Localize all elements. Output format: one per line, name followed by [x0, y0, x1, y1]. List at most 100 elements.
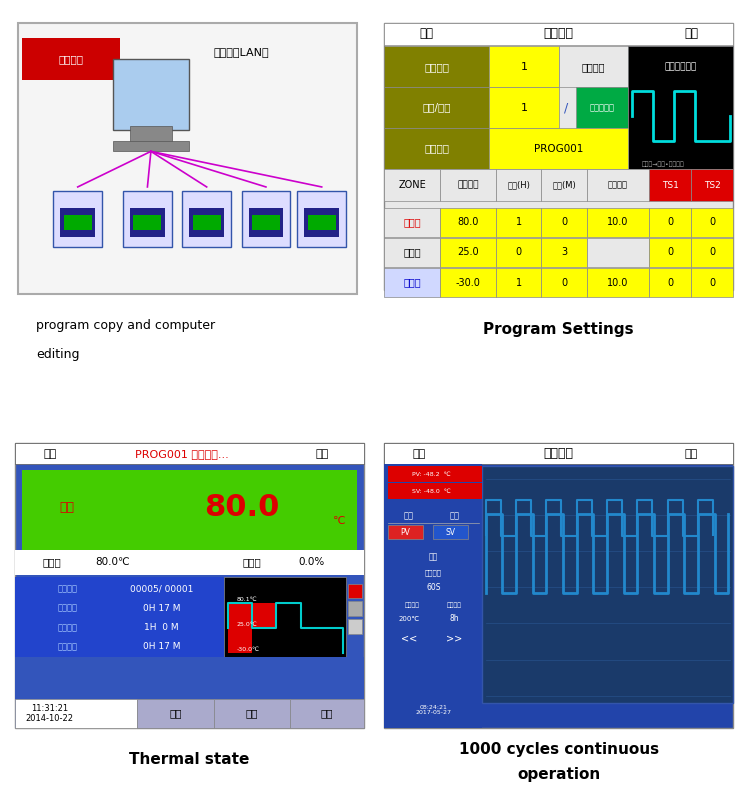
Text: 切换: 切换: [684, 27, 698, 40]
Bar: [189, 208, 224, 237]
Text: 曲线时间: 曲线时间: [447, 602, 462, 608]
Text: 时间(H): 时间(H): [507, 181, 530, 190]
Text: 0: 0: [515, 247, 521, 258]
Text: 低温室: 低温室: [403, 278, 421, 288]
Text: 补偿温度: 补偿温度: [608, 181, 628, 190]
Text: 先高温→低温•常温模式: 先高温→低温•常温模式: [642, 161, 684, 166]
Text: 停止: 停止: [321, 709, 333, 718]
Bar: [384, 443, 733, 465]
Bar: [290, 700, 364, 728]
Text: 保持: 保持: [169, 709, 182, 718]
Text: 8h: 8h: [450, 614, 459, 623]
Text: 1H  0 M: 1H 0 M: [144, 623, 179, 632]
Bar: [15, 700, 137, 728]
Text: 监控线压: 监控线压: [405, 602, 420, 608]
Text: 80.0℃: 80.0℃: [95, 558, 130, 567]
Text: 出力：: 出力：: [242, 558, 261, 567]
Bar: [307, 216, 336, 229]
Bar: [15, 443, 364, 465]
Text: >>: >>: [446, 633, 462, 644]
Bar: [297, 191, 346, 247]
Bar: [586, 268, 649, 297]
Text: 1000 cycles continuous: 1000 cycles continuous: [459, 742, 659, 756]
Text: 80.0: 80.0: [204, 493, 279, 522]
Bar: [22, 469, 357, 550]
Bar: [384, 169, 441, 201]
Text: 0: 0: [667, 217, 673, 227]
Bar: [64, 216, 92, 229]
Bar: [61, 208, 95, 237]
Text: 程式编号: 程式编号: [424, 61, 450, 72]
Bar: [542, 268, 586, 297]
Bar: [53, 191, 102, 247]
Bar: [384, 46, 489, 87]
Bar: [227, 604, 252, 653]
Bar: [15, 577, 224, 657]
Text: 0: 0: [709, 278, 715, 288]
Text: 1: 1: [521, 61, 527, 72]
Bar: [441, 238, 496, 267]
Text: 0: 0: [709, 217, 715, 227]
Text: /: /: [563, 101, 568, 114]
Text: 程式模式选择: 程式模式选择: [665, 62, 697, 71]
Bar: [224, 577, 346, 657]
Text: ZONE: ZONE: [399, 180, 426, 190]
Text: 3: 3: [561, 247, 567, 258]
Bar: [542, 238, 586, 267]
Bar: [433, 525, 468, 539]
Bar: [15, 443, 364, 728]
Bar: [489, 87, 559, 128]
Bar: [384, 443, 733, 728]
Bar: [496, 268, 542, 297]
Text: 25.0: 25.0: [457, 247, 479, 258]
Text: 段数时间: 段数时间: [58, 623, 77, 632]
Text: editing: editing: [36, 347, 79, 360]
Bar: [123, 191, 172, 247]
Bar: [559, 46, 628, 87]
Bar: [691, 268, 733, 297]
Bar: [649, 169, 691, 201]
Text: 10.0: 10.0: [607, 278, 629, 288]
Bar: [576, 87, 628, 128]
Bar: [441, 268, 496, 297]
Bar: [112, 59, 189, 130]
Text: 0: 0: [667, 278, 673, 288]
Bar: [691, 238, 733, 267]
Text: PROG001: PROG001: [534, 144, 583, 154]
Bar: [384, 23, 733, 290]
Text: 60S: 60S: [426, 583, 441, 591]
Bar: [252, 216, 280, 229]
Text: 段运时间: 段运时间: [58, 604, 77, 612]
Bar: [112, 141, 189, 151]
Text: PV: PV: [400, 528, 411, 537]
Bar: [388, 483, 482, 499]
Text: <<: <<: [401, 633, 417, 644]
Text: 运行时间: 运行时间: [58, 642, 77, 651]
Bar: [252, 604, 277, 628]
Bar: [348, 619, 362, 633]
Bar: [388, 466, 482, 482]
Bar: [193, 216, 221, 229]
Bar: [384, 238, 441, 267]
Text: 80.1℃: 80.1℃: [236, 597, 257, 602]
Bar: [384, 465, 482, 728]
Bar: [542, 208, 586, 237]
Bar: [441, 169, 496, 201]
Text: PV: -48.2  ℃: PV: -48.2 ℃: [412, 472, 451, 477]
Bar: [15, 657, 364, 728]
Bar: [384, 87, 489, 128]
Bar: [248, 208, 283, 237]
Bar: [133, 216, 162, 229]
Text: 目录: 目录: [420, 27, 433, 40]
Text: 目录: 目录: [413, 448, 426, 459]
Text: 0: 0: [709, 247, 715, 258]
Text: TS2: TS2: [704, 181, 720, 190]
Text: 目录: 目录: [43, 448, 56, 459]
Text: 25.0℃: 25.0℃: [236, 622, 257, 627]
Text: 数据: 数据: [429, 553, 438, 562]
Text: 查询: 查询: [404, 511, 414, 520]
Text: PROG001 热冲状态...: PROG001 热冲状态...: [135, 448, 229, 459]
Text: 0.0%: 0.0%: [298, 558, 325, 567]
Text: 时间(M): 时间(M): [552, 181, 576, 190]
Bar: [22, 37, 120, 80]
